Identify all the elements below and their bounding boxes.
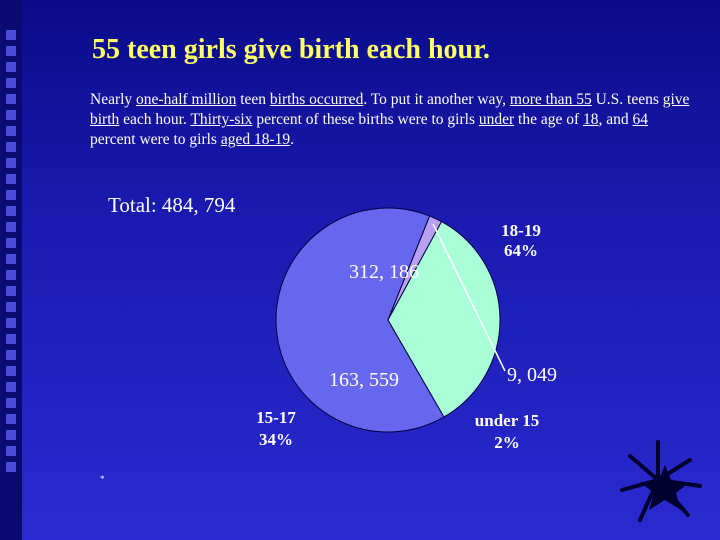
decor-square	[6, 30, 16, 40]
decor-square	[6, 286, 16, 296]
slide-title: 55 teen girls give birth each hour.	[92, 34, 490, 65]
decor-square	[6, 366, 16, 376]
decor-square	[6, 94, 16, 104]
decor-square	[6, 62, 16, 72]
para-text: percent of these births were to girls	[252, 111, 479, 128]
para-text: each hour.	[119, 111, 191, 128]
decor-square	[6, 142, 16, 152]
value-label-15-17: 163, 559	[329, 369, 399, 391]
para-underline: 18	[583, 111, 599, 128]
decor-square	[6, 222, 16, 232]
para-underline: births occurred	[269, 91, 364, 108]
para-text: .	[290, 131, 295, 148]
left-decor-strip	[0, 0, 22, 540]
decor-square	[6, 110, 16, 120]
para-text: Nearly	[90, 91, 137, 108]
decor-square	[6, 78, 16, 88]
para-text: , and	[598, 111, 633, 128]
pie-slice-15-17	[387, 220, 501, 418]
percent-label-15-17: 34%	[259, 430, 293, 449]
decor-square	[6, 430, 16, 440]
star-burst-icon	[620, 440, 702, 522]
para-text: the age of	[514, 111, 584, 128]
category-label-18-19: 18-19	[501, 221, 541, 240]
value-label-under-15: 9, 049	[507, 364, 557, 386]
decor-square	[6, 334, 16, 344]
decor-square	[6, 302, 16, 312]
para-underline: 64	[632, 111, 649, 128]
para-text: U.S. teens	[591, 91, 663, 108]
slide-paragraph: Nearly one-half million teen births occu…	[90, 90, 690, 150]
decor-square	[6, 206, 16, 216]
para-underline: one-half million	[136, 91, 237, 108]
decor-square	[6, 350, 16, 360]
decor-square	[6, 446, 16, 456]
total-label: Total: 484, 794	[108, 193, 236, 217]
leader-line-under-15	[432, 223, 506, 372]
pie-slice-18-19	[275, 207, 445, 433]
decor-square	[6, 318, 16, 328]
decor-square	[6, 46, 16, 56]
decor-square	[6, 174, 16, 184]
decor-square	[6, 126, 16, 136]
percent-label-18-19: 64%	[504, 241, 538, 260]
para-underline: under	[478, 111, 515, 128]
decor-square	[6, 414, 16, 424]
para-underline: more than 55	[509, 91, 592, 108]
decor-square	[6, 398, 16, 408]
para-text: teen	[236, 91, 270, 108]
category-label-under-15: under 15	[475, 411, 539, 430]
para-text: . To put it another way,	[363, 91, 510, 108]
decor-square	[6, 462, 16, 472]
decor-square	[6, 158, 16, 168]
left-decor-squares	[6, 30, 18, 472]
category-label-15-17: 15-17	[256, 408, 296, 427]
decor-square	[6, 270, 16, 280]
para-underline: Thirty-six	[190, 111, 253, 128]
para-underline: aged 18-19	[220, 131, 291, 148]
decor-square	[6, 254, 16, 264]
para-underline: give birth	[90, 91, 690, 128]
footnote: *	[100, 474, 105, 484]
percent-label-under-15: 2%	[494, 433, 520, 452]
decor-square	[6, 190, 16, 200]
value-label-18-19: 312, 186	[349, 261, 419, 283]
decor-square	[6, 238, 16, 248]
para-text: percent were to girls	[90, 131, 221, 148]
decor-square	[6, 382, 16, 392]
